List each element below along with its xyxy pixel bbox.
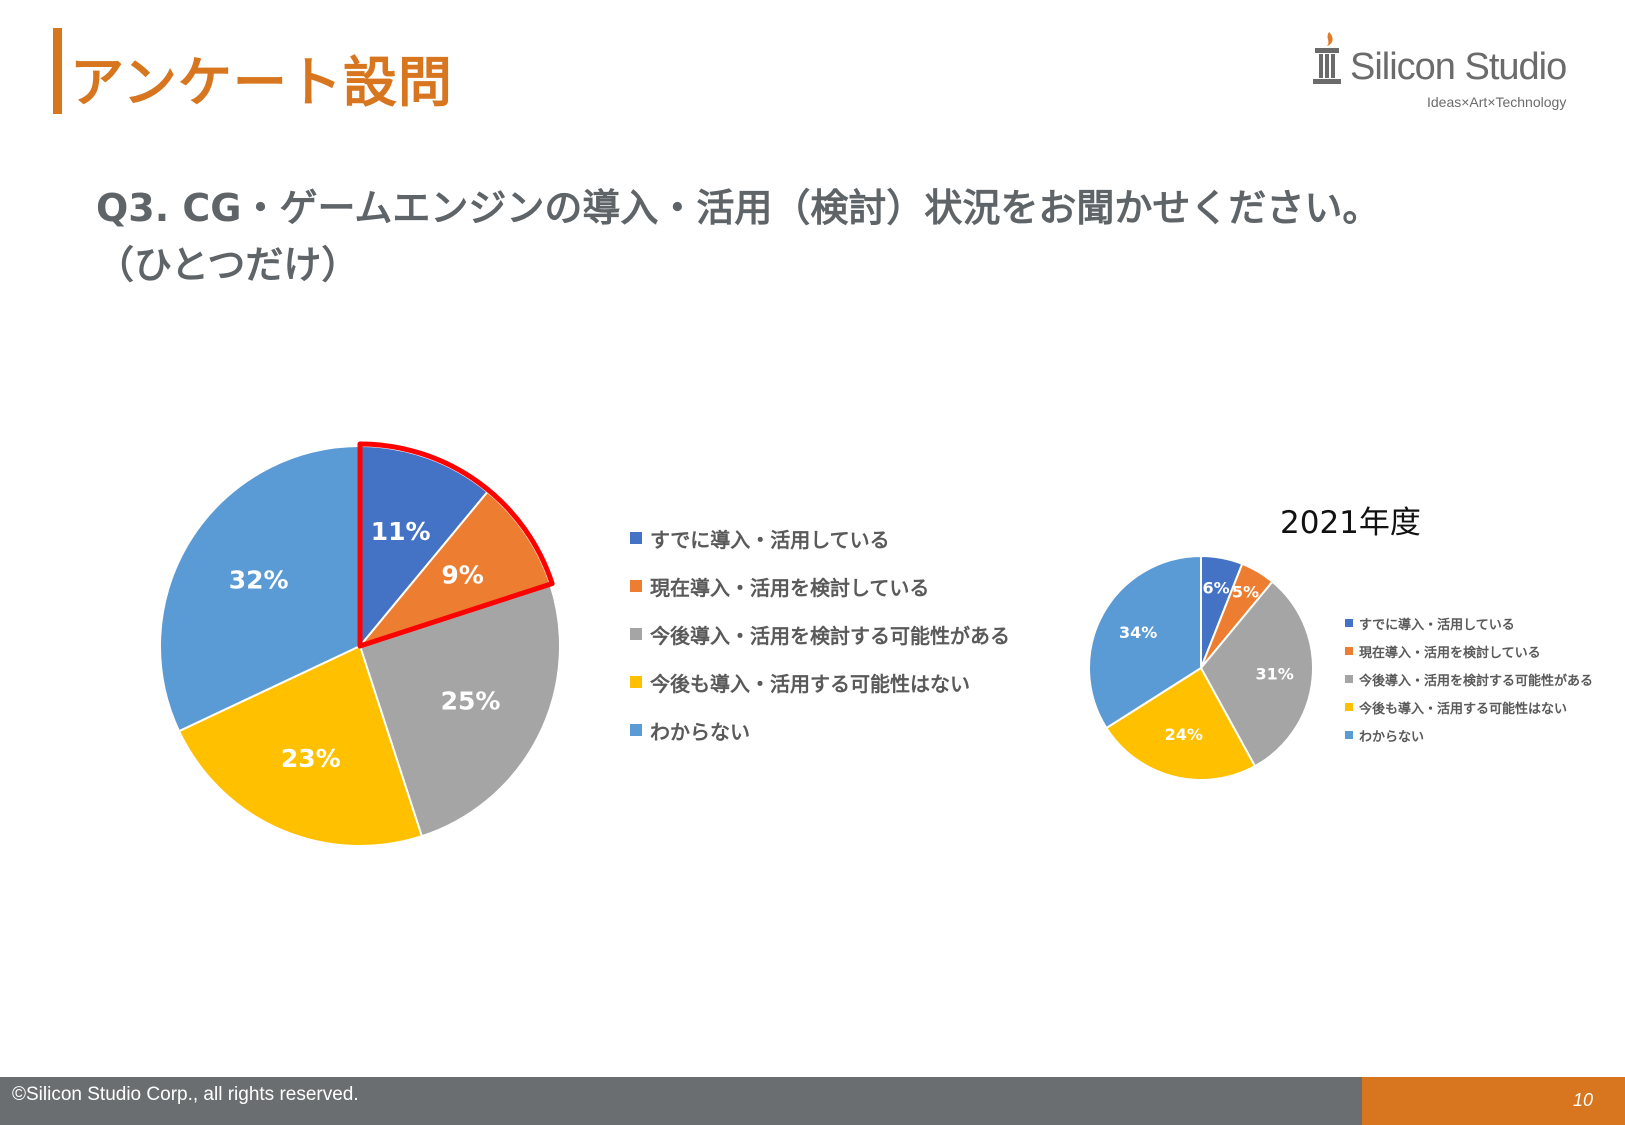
legend-label: すでに導入・活用している <box>1359 618 1515 633</box>
pie-slice <box>1105 666 1257 781</box>
logo-tagline: Ideas×Art×Technology <box>1427 94 1567 110</box>
legend-label: 今後導入・活用を検討する可能性がある <box>1359 674 1594 689</box>
legend-swatch <box>1345 647 1353 655</box>
pie-slice <box>1088 554 1202 730</box>
pie-slice <box>159 444 361 733</box>
pie-data-label: 11% <box>371 517 431 546</box>
legend-swatch <box>1345 703 1353 711</box>
footer-bar <box>0 1077 1362 1125</box>
legend-label: 今後導入・活用を検討する可能性がある <box>650 624 1010 648</box>
pie-chart-current: 11% 9% 25% 23% 32% <box>159 441 561 847</box>
legend-swatch <box>630 724 642 736</box>
pie-slice <box>358 582 561 838</box>
highlight-outline <box>357 441 555 649</box>
pie-data-label: 9% <box>441 560 483 589</box>
page-number: 10 <box>1572 1090 1593 1110</box>
pie-data-label: 34% <box>1119 623 1157 642</box>
legend-label: 今後も導入・活用する可能性はない <box>650 672 970 696</box>
title-accent-bar <box>53 28 62 114</box>
legend-label: すでに導入・活用している <box>650 528 890 552</box>
legend-swatch <box>630 580 642 592</box>
logo-torch-icon <box>1313 32 1341 84</box>
pie-data-label: 23% <box>281 744 341 773</box>
question-text: Q3. CG・ゲームエンジンの導入・活用（検討）状況をお聞かせください。 （ひと… <box>96 180 1576 294</box>
legend-swatch <box>630 628 642 640</box>
footer-accent-block <box>1362 1077 1625 1125</box>
pie-data-label: 32% <box>229 566 289 595</box>
pie-data-label: 25% <box>441 686 501 715</box>
legend-swatch <box>630 532 642 544</box>
question-line-1: Q3. CG・ゲームエンジンの導入・活用（検討）状況をお聞かせください。 <box>96 186 1381 230</box>
pie-data-label: 31% <box>1255 664 1293 683</box>
pie-chart-2021: 6% 5% 31% 24% 34% <box>1088 554 1314 781</box>
pie-slice <box>1199 580 1314 768</box>
legend-label: わからない <box>650 720 750 744</box>
pie-slice <box>177 644 424 847</box>
copyright-text: ©Silicon Studio Corp., all rights reserv… <box>12 1084 359 1105</box>
legend-label: 今後も導入・活用する可能性はない <box>1359 702 1568 717</box>
legend-label: 現在導入・活用を検討している <box>1359 646 1541 661</box>
chart-2021-title: 2021年度 <box>1280 505 1421 541</box>
company-logo: Silicon Studio Ideas×Art×Technology <box>1305 28 1605 118</box>
pie-data-label: 5% <box>1232 582 1259 601</box>
legend-swatch <box>1345 731 1353 739</box>
slide-title: アンケート設問 <box>70 51 453 114</box>
logo-name: Silicon Studio <box>1350 46 1567 88</box>
legend-swatch <box>630 676 642 688</box>
pie-data-label: 6% <box>1203 578 1230 597</box>
legend-label: 現在導入・活用を検討している <box>650 576 930 600</box>
question-line-2: （ひとつだけ） <box>96 243 360 287</box>
legend-swatch <box>1345 619 1353 627</box>
pie-data-label: 24% <box>1165 725 1203 744</box>
legend-label: わからない <box>1359 730 1425 745</box>
legend-swatch <box>1345 675 1353 683</box>
